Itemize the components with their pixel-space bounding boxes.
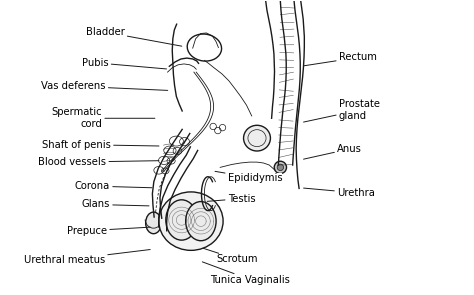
Text: Spermatic
cord: Spermatic cord <box>52 107 155 129</box>
Ellipse shape <box>166 200 197 240</box>
Text: Urethra: Urethra <box>303 188 375 198</box>
Ellipse shape <box>159 192 223 250</box>
Circle shape <box>277 164 283 171</box>
Text: Bladder: Bladder <box>86 27 182 46</box>
Ellipse shape <box>186 201 216 241</box>
Text: Prepuce: Prepuce <box>67 226 150 236</box>
Text: Blood vessels: Blood vessels <box>38 157 159 167</box>
Text: Epididymis: Epididymis <box>215 171 283 183</box>
Circle shape <box>274 161 286 173</box>
Text: Anus: Anus <box>303 144 362 159</box>
Text: Urethral meatus: Urethral meatus <box>24 250 150 265</box>
Text: Prostate
gland: Prostate gland <box>303 99 380 122</box>
Ellipse shape <box>244 125 271 151</box>
Text: Rectum: Rectum <box>303 53 377 66</box>
Text: Shaft of penis: Shaft of penis <box>42 140 159 150</box>
Text: Corona: Corona <box>75 181 152 191</box>
Text: Glans: Glans <box>82 199 149 209</box>
Text: Pubis: Pubis <box>82 58 166 69</box>
Ellipse shape <box>146 212 162 234</box>
Text: Tunica Vaginalis: Tunica Vaginalis <box>202 262 290 285</box>
Text: Scrotum: Scrotum <box>203 248 257 264</box>
Text: Testis: Testis <box>207 194 255 204</box>
Text: Vas deferens: Vas deferens <box>41 81 168 91</box>
